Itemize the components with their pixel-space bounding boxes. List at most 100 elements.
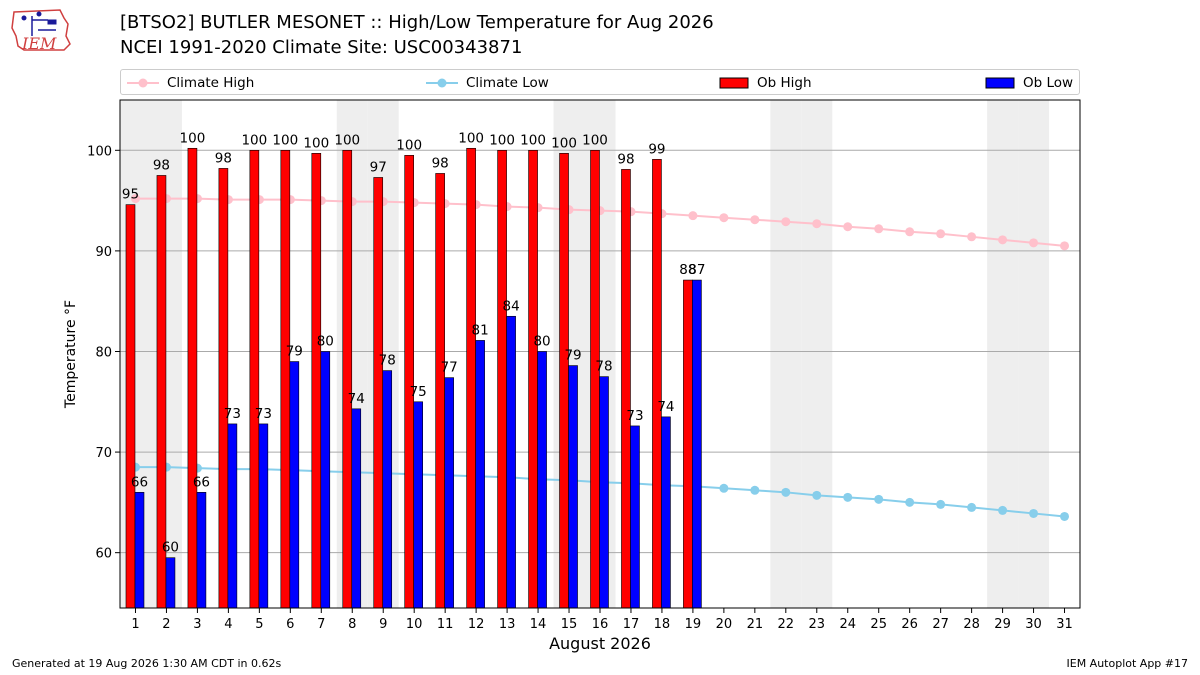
- ob-low-value-label: 80: [317, 333, 334, 349]
- ob-low-value-label: 75: [410, 384, 427, 400]
- ob-high-value-label: 98: [617, 151, 634, 167]
- ob-high-value-label: 95: [122, 187, 139, 203]
- weekend-shade: [770, 100, 802, 608]
- chart-subtitle: NCEI 1991-2020 Climate Site: USC00343871: [120, 37, 523, 58]
- ob-low-value-label: 84: [503, 298, 520, 314]
- legend-label: Ob Low: [1023, 75, 1074, 91]
- ob-high-bar: [280, 149, 291, 609]
- ob-high-value-label: 100: [241, 132, 267, 148]
- ob-high-swatch-icon: [719, 77, 749, 89]
- ob-low-value-label: 80: [533, 333, 550, 349]
- climate-high-point: [967, 232, 977, 242]
- ob-low-bar: [537, 351, 547, 609]
- x-tick-label: 6: [286, 617, 294, 632]
- climate-high-point: [812, 219, 822, 229]
- legend-label: Ob High: [757, 75, 812, 91]
- x-tick-label: 30: [1025, 617, 1042, 632]
- climate-high-point: [130, 194, 140, 204]
- ob-low-value-label: 81: [472, 322, 489, 338]
- x-tick-label: 5: [255, 617, 263, 632]
- ob-low-value-label: 73: [224, 406, 241, 422]
- ob-high-bar: [528, 149, 538, 609]
- ob-high-value-label: 98: [153, 157, 170, 173]
- ob-low-value-label: 74: [348, 391, 365, 407]
- ob-high-value-label: 98: [215, 150, 232, 166]
- ob-low-bar: [227, 423, 238, 609]
- ob-high-value-label: 100: [489, 132, 515, 148]
- climate-high-line-icon: [127, 78, 159, 88]
- ob-low-value-label: 87: [688, 262, 705, 278]
- x-tick-label: 4: [224, 617, 232, 632]
- x-tick-label: 29: [994, 617, 1011, 632]
- ob-high-bar: [559, 153, 569, 609]
- climate-low-point: [1060, 511, 1070, 521]
- climate-low-point: [936, 499, 946, 509]
- ob-high-value-label: 100: [458, 130, 484, 146]
- ob-high-bar: [311, 153, 322, 609]
- ob-low-value-label: 66: [131, 474, 148, 490]
- ob-low-bar: [475, 340, 485, 609]
- ob-low-value-label: 79: [286, 344, 303, 360]
- x-tick-label: 26: [901, 617, 918, 632]
- x-tick-label: 8: [348, 617, 356, 632]
- x-tick-label: 15: [561, 617, 578, 632]
- y-tick-label: 60: [95, 547, 112, 562]
- ob-high-bar: [373, 177, 384, 609]
- ob-low-value-label: 60: [162, 540, 179, 556]
- observation-bars: [125, 147, 702, 609]
- ob-high-bar: [342, 149, 353, 609]
- ob-low-value-label: 77: [441, 360, 458, 376]
- ob-low-bar: [258, 423, 269, 609]
- x-tick-label: 16: [592, 617, 609, 632]
- ob-low-bar: [630, 425, 640, 609]
- climate-high-point: [936, 229, 946, 239]
- weekend-shade: [987, 100, 1019, 608]
- ob-high-value-label: 100: [520, 132, 546, 148]
- logo-text: IEM: [21, 34, 57, 53]
- ob-high-bar: [590, 149, 600, 609]
- climate-low-point: [812, 490, 822, 500]
- weekend-shade: [801, 100, 833, 608]
- ob-low-value-label: 73: [626, 408, 643, 424]
- weekend-shading: [120, 100, 1050, 608]
- x-tick-label: 31: [1056, 617, 1073, 632]
- x-tick-label: 10: [406, 617, 423, 632]
- x-tick-label: 2: [162, 617, 170, 632]
- ob-low-bar: [165, 557, 176, 609]
- ob-low-value-label: 74: [657, 399, 674, 415]
- ob-high-value-label: 100: [582, 132, 608, 148]
- ob-low-swatch-icon: [985, 77, 1015, 89]
- ob-high-bar: [435, 173, 445, 609]
- ob-high-bar: [249, 149, 260, 609]
- iem-logo: IEM: [11, 9, 71, 53]
- ob-low-bar: [568, 365, 578, 609]
- climate-low-point: [1029, 508, 1039, 518]
- y-tick-label: 70: [95, 446, 112, 461]
- ob-high-value-label: 97: [370, 159, 387, 175]
- y-tick-label: 90: [95, 245, 112, 260]
- climate-low-point: [843, 492, 853, 502]
- ob-high-value-label: 98: [432, 155, 449, 171]
- climate-high-point: [688, 211, 698, 221]
- climate-low-point: [874, 494, 884, 504]
- x-tick-label: 3: [193, 617, 201, 632]
- ob-high-value-label: 100: [396, 137, 422, 153]
- x-tick-label: 13: [499, 617, 516, 632]
- chart-title: [BTSO2] BUTLER MESONET :: High/Low Tempe…: [120, 12, 714, 33]
- climate-high-point: [843, 222, 853, 232]
- y-tick-label: 80: [95, 345, 112, 360]
- ob-high-bar: [621, 169, 631, 609]
- ob-low-bar: [382, 370, 393, 609]
- climate-high-point: [750, 215, 760, 225]
- climate-high-point: [1029, 238, 1039, 248]
- ob-high-value-label: 100: [272, 132, 298, 148]
- ob-low-bar: [661, 416, 671, 609]
- x-tick-label: 11: [437, 617, 454, 632]
- ob-low-bar: [134, 492, 145, 609]
- x-tick-label: 28: [963, 617, 980, 632]
- ob-low-value-label: 78: [595, 359, 612, 375]
- climate-high-point: [905, 227, 915, 237]
- ob-high-bar: [497, 149, 507, 609]
- climate-high-point: [998, 235, 1008, 245]
